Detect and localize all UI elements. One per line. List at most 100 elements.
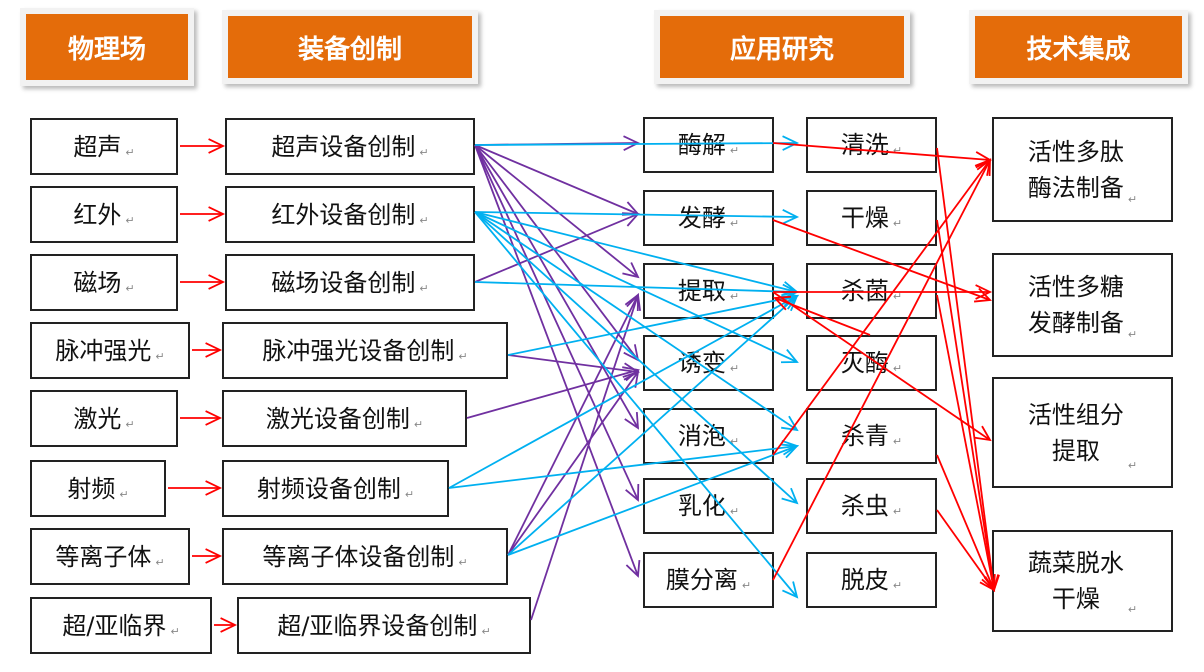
box-label: 脉冲强光 — [55, 336, 152, 365]
research-integration-arrow — [773, 284, 993, 300]
header-1: 装备创制 — [222, 10, 478, 84]
box-label: 超声设备创制 — [271, 132, 416, 161]
research-box: 膜分离 ↵ — [643, 552, 774, 608]
field-box: 红外 ↵ — [30, 186, 178, 243]
research-box: 清洗 ↵ — [806, 117, 937, 173]
equipment-box: 射频设备创制 ↵ — [222, 460, 449, 517]
research-box: 杀青 ↵ — [806, 408, 937, 464]
paragraph-mark: ↵ — [481, 624, 491, 638]
research-integration-arrow — [936, 219, 1000, 593]
field-equipment-arrow — [180, 206, 226, 222]
paragraph-mark: ↵ — [419, 281, 429, 295]
research-box: 乳化 ↵ — [643, 478, 774, 534]
equipment-box: 磁场设备创制 ↵ — [225, 254, 475, 311]
header-2: 应用研究 — [654, 10, 910, 84]
research-box: 杀虫 ↵ — [806, 478, 937, 534]
paragraph-mark: ↵ — [1127, 602, 1138, 616]
paragraph-mark: ↵ — [125, 145, 135, 159]
equipment-research-arrow — [474, 209, 800, 225]
paragraph-mark: ↵ — [729, 434, 740, 448]
box-label: 射频 — [67, 474, 116, 503]
header-label: 技术集成 — [975, 16, 1182, 78]
box-label: 等离子体 — [55, 542, 152, 571]
header-3: 技术集成 — [969, 10, 1188, 84]
paragraph-mark: ↵ — [404, 487, 415, 501]
box-label: 红外 — [73, 200, 122, 229]
box-label: 红外设备创制 — [271, 200, 416, 229]
paragraph-mark: ↵ — [1127, 458, 1138, 472]
field-box: 磁场 ↵ — [30, 254, 178, 311]
paragraph-mark: ↵ — [892, 504, 903, 518]
research-box: 杀菌 ↵ — [806, 263, 937, 319]
equipment-box: 脉冲强光设备创制 ↵ — [222, 322, 508, 379]
paragraph-mark: ↵ — [155, 349, 165, 363]
equipment-research-arrow — [530, 293, 641, 621]
box-label: 活性组分 提取 — [1027, 400, 1124, 465]
box-label: 蔬菜脱水 干燥 — [1027, 549, 1124, 613]
paragraph-mark: ↵ — [729, 143, 740, 157]
paragraph-mark: ↵ — [892, 361, 903, 375]
paragraph-mark: ↵ — [413, 417, 424, 431]
box-label: 磁场设备创制 — [271, 268, 416, 297]
paragraph-mark: ↵ — [125, 213, 135, 227]
paragraph-mark: ↵ — [741, 578, 752, 592]
equipment-box: 激光设备创制 ↵ — [222, 390, 467, 447]
integration-box: 活性多糖 发酵制备 ↵ — [992, 253, 1173, 357]
box-label: 射频设备创制 — [256, 474, 401, 503]
paragraph-mark: ↵ — [1127, 327, 1138, 341]
field-box: 脉冲强光 ↵ — [30, 322, 190, 379]
paragraph-mark: ↵ — [1127, 192, 1138, 206]
box-label: 磁场 — [73, 268, 122, 297]
paragraph-mark: ↵ — [119, 487, 129, 501]
field-equipment-arrow — [192, 342, 223, 358]
paragraph-mark: ↵ — [892, 216, 903, 230]
box-label: 活性多糖 发酵制备 — [1027, 273, 1124, 337]
box-label: 杀青 — [840, 422, 889, 450]
research-integration-arrow — [772, 158, 991, 581]
box-label: 超/亚临界 — [62, 611, 167, 640]
box-label: 干燥 — [840, 204, 889, 232]
header-label: 应用研究 — [660, 16, 904, 78]
research-integration-arrow — [936, 509, 996, 592]
equipment-research-arrow — [448, 439, 800, 489]
paragraph-mark: ↵ — [892, 143, 903, 157]
research-box: 酶解 ↵ — [643, 117, 774, 173]
box-label: 活性多肽 酶法制备 — [1027, 137, 1124, 202]
field-box: 超/亚临界 ↵ — [30, 597, 212, 654]
equipment-research-arrow — [474, 144, 640, 279]
box-label: 诱变 — [677, 349, 726, 377]
field-box: 激光 ↵ — [30, 390, 178, 447]
equipment-box: 红外设备创制 ↵ — [225, 186, 475, 243]
equipment-box: 超/亚临界设备创制 ↵ — [237, 597, 531, 654]
paragraph-mark: ↵ — [729, 504, 740, 518]
box-label: 乳化 — [677, 492, 726, 520]
paragraph-mark: ↵ — [125, 281, 135, 295]
field-box: 超声 ↵ — [30, 118, 178, 175]
integration-box: 蔬菜脱水 干燥 ↵ — [992, 530, 1173, 632]
research-box: 脱皮 ↵ — [806, 552, 937, 608]
equipment-research-arrow — [474, 135, 800, 151]
equipment-research-arrow — [507, 370, 640, 556]
equipment-research-arrow — [507, 294, 799, 556]
equipment-box: 超声设备创制 ↵ — [225, 118, 475, 175]
integration-box: 活性多肽 酶法制备 ↵ — [992, 117, 1173, 222]
box-label: 超声 — [73, 132, 122, 161]
equipment-box: 等离子体设备创制 ↵ — [222, 528, 508, 585]
box-label: 脱皮 — [840, 566, 889, 594]
field-box: 射频 ↵ — [30, 460, 166, 517]
equipment-research-arrow — [474, 144, 640, 362]
equipment-research-arrow — [507, 291, 800, 356]
field-equipment-arrow — [192, 548, 223, 564]
equipment-research-arrow — [474, 144, 640, 502]
box-label: 激光 — [73, 404, 122, 433]
box-label: 等离子体设备创制 — [262, 542, 455, 571]
field-equipment-arrow — [180, 410, 223, 426]
box-label: 超/亚临界设备创制 — [277, 611, 478, 640]
paragraph-mark: ↵ — [729, 361, 740, 375]
research-integration-arrow — [773, 295, 871, 336]
paragraph-mark: ↵ — [155, 555, 165, 569]
research-box: 干燥 ↵ — [806, 190, 937, 246]
paragraph-mark: ↵ — [458, 349, 468, 363]
paragraph-mark: ↵ — [419, 145, 429, 159]
